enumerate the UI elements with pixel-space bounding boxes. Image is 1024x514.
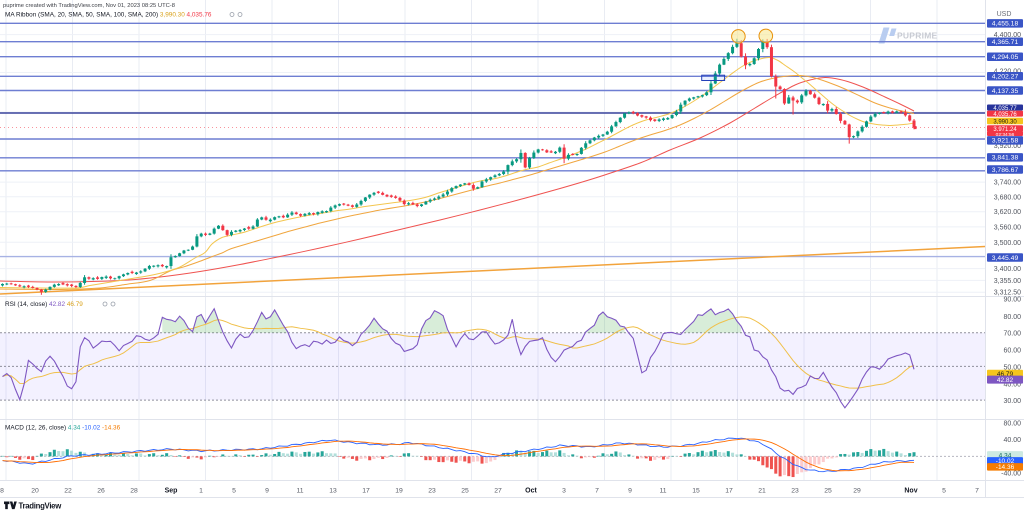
svg-text:17: 17 [362,488,370,495]
svg-text:Sep: Sep [165,488,178,495]
svg-text:30.00: 30.00 [1003,398,1021,405]
svg-text:42.82: 42.82 [997,377,1014,384]
svg-text:TradingView: TradingView [19,501,63,510]
svg-text:90.00: 90.00 [1003,297,1021,304]
svg-text:8: 8 [0,488,4,495]
svg-text:4,455.18: 4,455.18 [992,21,1019,28]
svg-text:7: 7 [595,488,599,495]
svg-text:USD: USD [997,11,1012,18]
svg-text:3,921.58: 3,921.58 [992,138,1019,145]
svg-text:40.00: 40.00 [1003,381,1021,388]
svg-text:5: 5 [232,488,236,495]
svg-text:17: 17 [725,488,733,495]
svg-text:23: 23 [791,488,799,495]
svg-text:26: 26 [97,488,105,495]
svg-text:7: 7 [975,488,979,495]
svg-text:9: 9 [628,488,632,495]
svg-text:25: 25 [824,488,832,495]
svg-text:60.00: 60.00 [1003,348,1021,355]
svg-text:4,035.76: 4,035.76 [993,112,1017,118]
svg-text:40.00: 40.00 [1003,437,1021,444]
svg-text:3,312.50: 3,312.50 [994,290,1021,297]
svg-text:4,035.77: 4,035.77 [993,106,1017,112]
svg-text:1: 1 [199,488,203,495]
svg-text:80.00: 80.00 [1003,314,1021,321]
svg-text:3,920.00: 3,920.00 [994,143,1021,150]
svg-text:13: 13 [329,488,337,495]
svg-text:3,355.00: 3,355.00 [994,278,1021,285]
svg-text:11: 11 [659,488,666,495]
svg-text:4,294.05: 4,294.05 [992,54,1019,61]
svg-text:3,786.67: 3,786.67 [992,167,1019,174]
svg-text:22: 22 [64,488,72,495]
svg-text:3,841.38: 3,841.38 [992,155,1019,162]
svg-text:PUPRIME: PUPRIME [897,31,938,41]
svg-text:28: 28 [130,488,138,495]
svg-text:11: 11 [296,488,303,495]
svg-text:3,560.00: 3,560.00 [994,224,1021,231]
svg-text:-10.02: -10.02 [996,458,1015,465]
svg-text:3,620.00: 3,620.00 [994,209,1021,216]
svg-text:3,500.00: 3,500.00 [994,240,1021,247]
svg-text:80.00: 80.00 [1003,420,1021,427]
svg-text:46.79: 46.79 [997,371,1014,378]
svg-text:4,137.35: 4,137.35 [992,88,1019,95]
svg-text:9: 9 [265,488,269,495]
svg-text:3,990.30: 3,990.30 [993,119,1017,125]
svg-text:3: 3 [562,488,566,495]
svg-text:3,680.00: 3,680.00 [994,194,1021,201]
svg-text:Oct: Oct [525,488,537,495]
svg-text:4.34: 4.34 [999,452,1012,459]
svg-text:3,740.00: 3,740.00 [994,180,1021,187]
svg-text:19: 19 [395,488,403,495]
svg-text:-14.36: -14.36 [996,464,1015,471]
svg-text:50.00: 50.00 [1003,364,1021,371]
svg-text:20: 20 [31,488,39,495]
svg-text:4,400.00: 4,400.00 [994,32,1021,39]
svg-text:21: 21 [758,488,766,495]
svg-text:RSI (14, close) 42.82 46.79: RSI (14, close) 42.82 46.79 [5,301,83,308]
svg-text:Nov: Nov [904,488,917,495]
svg-text:puprime created with TradingVi: puprime created with TradingView.com, No… [3,3,175,9]
svg-text:02:34:56: 02:34:56 [996,132,1015,138]
svg-text:27: 27 [494,488,502,495]
svg-text:MACD (12, 26, close) 4.34 -10.: MACD (12, 26, close) 4.34 -10.02 -14.36 [5,425,121,432]
svg-text:15: 15 [692,488,700,495]
svg-text:4,365.71: 4,365.71 [992,39,1019,46]
svg-text:3,445.49: 3,445.49 [992,255,1019,262]
svg-text:MA Ribbon (SMA, 20, SMA, 50, S: MA Ribbon (SMA, 20, SMA, 50, SMA, 100, S… [5,12,212,19]
svg-text:70.00: 70.00 [1003,330,1021,337]
svg-text:3,400.00: 3,400.00 [994,266,1021,273]
svg-text:3,971.24: 3,971.24 [993,127,1017,133]
svg-text:29: 29 [853,488,861,495]
svg-text:5: 5 [942,488,946,495]
svg-text:23: 23 [428,488,436,495]
svg-text:25: 25 [461,488,469,495]
svg-text:-40.00: -40.00 [1001,471,1021,478]
svg-text:4,202.27: 4,202.27 [992,74,1019,81]
